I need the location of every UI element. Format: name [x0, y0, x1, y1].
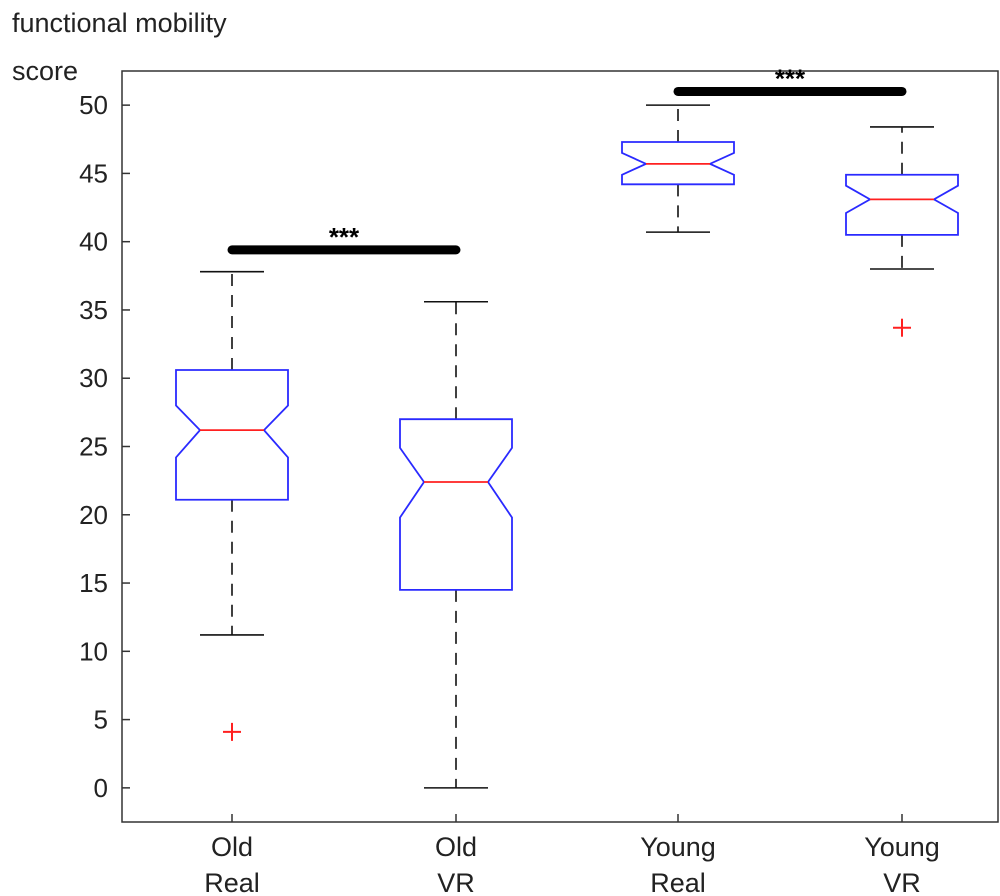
x-category-label-2-1: Real — [650, 868, 706, 896]
y-axis-label-line-1: functional mobility — [12, 8, 227, 38]
significance-label-0: *** — [329, 222, 360, 252]
y-tick-label-30: 30 — [79, 363, 108, 393]
y-tick-label-50: 50 — [79, 90, 108, 120]
y-tick-label-10: 10 — [79, 636, 108, 666]
box-0 — [175, 369, 289, 501]
box-3 — [845, 173, 959, 236]
y-tick-label-40: 40 — [79, 227, 108, 257]
x-category-label-0-1: Real — [204, 868, 260, 896]
box-1 — [399, 418, 513, 591]
y-tick-label-35: 35 — [79, 295, 108, 325]
x-category-label-3-0: Young — [864, 832, 940, 862]
y-tick-label-5: 5 — [94, 705, 108, 735]
y-axis-label-line-2: score — [12, 56, 79, 86]
outlier-3-0 — [893, 318, 911, 337]
x-category-label-2-0: Young — [640, 832, 716, 862]
y-tick-label-20: 20 — [79, 500, 108, 530]
y-tick-label-0: 0 — [94, 773, 108, 803]
y-tick-label-45: 45 — [79, 158, 108, 188]
x-category-label-0-0: Old — [211, 832, 253, 862]
y-tick-label-15: 15 — [79, 568, 108, 598]
significance-label-1: *** — [775, 63, 806, 93]
x-category-label-3-1: VR — [883, 868, 921, 896]
outlier-0-0 — [223, 722, 241, 741]
x-category-label-1-0: Old — [435, 832, 477, 862]
x-category-label-1-1: VR — [437, 868, 475, 896]
y-tick-label-25: 25 — [79, 432, 108, 462]
